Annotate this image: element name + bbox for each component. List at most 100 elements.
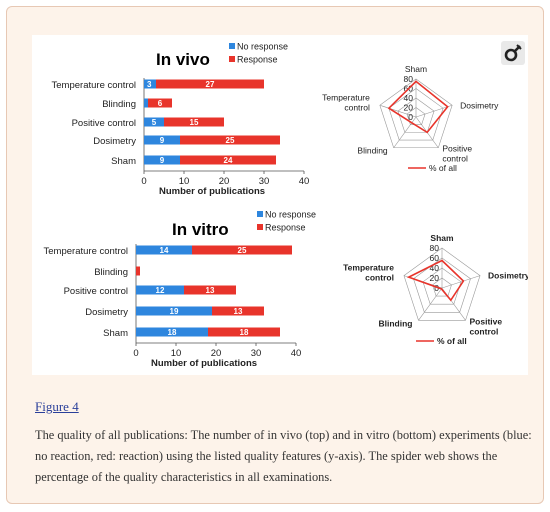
in-vivo-x-tick-label: 0 xyxy=(141,176,146,187)
in-vivo-bar-data-label: 9 xyxy=(160,136,165,145)
in-vitro-radar-axis-label: Positive xyxy=(470,316,503,326)
in-vitro-radar-tick-label: 40 xyxy=(430,263,440,273)
in-vivo-radar-axis-label: Temperature xyxy=(322,92,370,102)
in-vivo-bar-data-label: 3 xyxy=(147,80,152,89)
in-vivo-legend-swatch xyxy=(229,56,235,62)
in-vitro-chart-title: In vitro xyxy=(172,220,229,239)
in-vivo-radar-grid-ring xyxy=(388,88,444,141)
in-vivo-x-axis-label: Number of publications xyxy=(159,186,265,197)
figure-link[interactable]: Figure 4 xyxy=(35,399,79,414)
in-vitro-bar xyxy=(136,306,212,316)
in-vivo-bar xyxy=(144,155,180,165)
in-vivo-bar xyxy=(180,135,280,145)
in-vivo-bar-data-label: 6 xyxy=(158,99,163,108)
in-vitro-radar-spoke xyxy=(441,275,481,289)
in-vivo-radar-tick-label: 0 xyxy=(408,112,413,122)
in-vivo-chart-title: In vivo xyxy=(156,50,210,69)
in-vitro-radar-tick-label: 20 xyxy=(430,273,440,283)
in-vitro-x-tick-label: 0 xyxy=(133,348,138,359)
in-vitro-x-tick-label: 10 xyxy=(171,348,182,359)
in-vivo-bar xyxy=(148,98,172,108)
in-vivo-radar-grid-ring xyxy=(379,78,453,149)
in-vivo-bar-data-label: 25 xyxy=(226,136,235,145)
in-vivo-legend-label: Response xyxy=(237,55,278,65)
in-vitro-bar xyxy=(136,266,140,276)
in-vitro-category-label: Positive control xyxy=(64,286,128,297)
in-vivo-bar xyxy=(144,79,156,89)
in-vivo-bar-data-label: 24 xyxy=(224,156,233,165)
in-vitro-radar-grid-ring xyxy=(422,267,462,305)
in-vivo-bar xyxy=(144,98,148,108)
in-vitro-radar-axis-label: Sham xyxy=(430,233,454,243)
figure-image: In vivo No response Response 0 10 20 30 40 Numbe… xyxy=(32,35,528,375)
in-vivo-category-label: Blinding xyxy=(102,99,136,110)
in-vitro-category-label: Sham xyxy=(103,328,128,339)
in-vitro-bar xyxy=(136,327,208,337)
in-vitro-bar xyxy=(212,306,264,316)
in-vivo-radar-axis-label: control xyxy=(442,154,468,164)
in-vivo-radar-tick-label: 80 xyxy=(404,74,414,84)
in-vitro-legend-swatch xyxy=(257,224,263,230)
in-vitro-radar-axis-label: control xyxy=(365,273,394,283)
in-vivo-x-tick-label: 20 xyxy=(219,176,230,187)
in-vivo-radar-spoke xyxy=(379,104,417,118)
in-vivo-radar-series-line xyxy=(387,80,449,134)
in-vitro-legend-label: Response xyxy=(265,223,306,233)
in-vitro-x-tick-label: 30 xyxy=(251,348,262,359)
in-vitro-bar-data-label: 13 xyxy=(206,286,215,295)
in-vitro-bar xyxy=(136,245,192,255)
in-vitro-radar-grid-ring xyxy=(432,277,452,297)
in-vitro-radar-axis-label: Blinding xyxy=(378,318,412,328)
in-vivo-category-label: Sham xyxy=(111,156,136,167)
in-vitro-bar-data-label: 19 xyxy=(170,307,179,316)
in-vivo-bar xyxy=(144,117,164,127)
in-vivo-radar-legend-label: % of all xyxy=(429,163,457,173)
in-vivo-radar-tick-label: 40 xyxy=(404,93,414,103)
in-vitro-bar-data-label: 12 xyxy=(156,286,165,295)
in-vivo-bar-data-label: 9 xyxy=(160,156,165,165)
in-vivo-radar-grid-ring xyxy=(397,97,435,133)
in-vitro-legend-swatch xyxy=(257,211,263,217)
in-vivo-category-label: Dosimetry xyxy=(93,136,136,147)
in-vitro-radar-legend-label: % of all xyxy=(437,336,467,346)
in-vitro-category-label: Dosimetry xyxy=(85,307,128,318)
in-vitro-radar-spoke xyxy=(418,287,443,321)
in-vivo-legend-label: No response xyxy=(237,42,288,52)
in-vitro-category-label: Blinding xyxy=(94,267,128,278)
in-vivo-bar xyxy=(180,155,276,165)
in-vitro-radar-grid-ring xyxy=(413,257,471,313)
in-vitro-radar-axis-label: Temperature xyxy=(343,263,394,273)
in-vivo-radar-spoke xyxy=(415,104,453,118)
in-vivo-bar xyxy=(156,79,264,89)
in-vitro-radar-tick-label: 60 xyxy=(430,253,440,263)
figure-card: In vivo No response Response 0 10 20 30 40 Numbe… xyxy=(6,6,544,504)
in-vitro-radar-series-line xyxy=(406,259,465,302)
in-vivo-x-tick-label: 30 xyxy=(259,176,270,187)
in-vivo-radar-axis-label: Sham xyxy=(405,64,427,74)
in-vivo-bar-data-label: 15 xyxy=(190,118,199,127)
in-vitro-bar xyxy=(136,285,184,295)
in-vivo-radar-axis-label: Blinding xyxy=(357,146,388,156)
in-vivo-category-label: Temperature control xyxy=(52,80,136,91)
in-vitro-bar xyxy=(208,327,280,337)
in-vitro-radar-tick-label: 80 xyxy=(430,243,440,253)
microscope-icon[interactable] xyxy=(501,41,525,65)
in-vivo-category-label: Positive control xyxy=(72,118,136,129)
in-vitro-bar-data-label: 18 xyxy=(168,328,177,337)
in-vitro-x-axis-label: Number of publications xyxy=(151,358,257,369)
in-vivo-bar xyxy=(144,135,180,145)
in-vivo-bar-data-label: 5 xyxy=(152,118,157,127)
in-vivo-x-tick-label: 10 xyxy=(179,176,190,187)
in-vivo-radar-axis-label: control xyxy=(344,102,370,112)
in-vitro-category-label: Temperature control xyxy=(44,246,128,257)
in-vitro-bar-data-label: 18 xyxy=(240,328,249,337)
in-vivo-bar-data-label: 27 xyxy=(206,80,215,89)
in-vitro-x-tick-label: 40 xyxy=(291,348,302,359)
in-vivo-radar-axis-label: Dosimetry xyxy=(460,100,499,110)
in-vitro-radar-axis-label: control xyxy=(470,326,499,336)
in-vivo-radar-tick-label: 20 xyxy=(404,103,414,113)
in-vivo-radar-axis-label: Positive xyxy=(442,144,472,154)
in-vitro-legend-label: No response xyxy=(265,210,316,220)
in-vivo-legend-swatch xyxy=(229,43,235,49)
in-vitro-bar xyxy=(184,285,236,295)
